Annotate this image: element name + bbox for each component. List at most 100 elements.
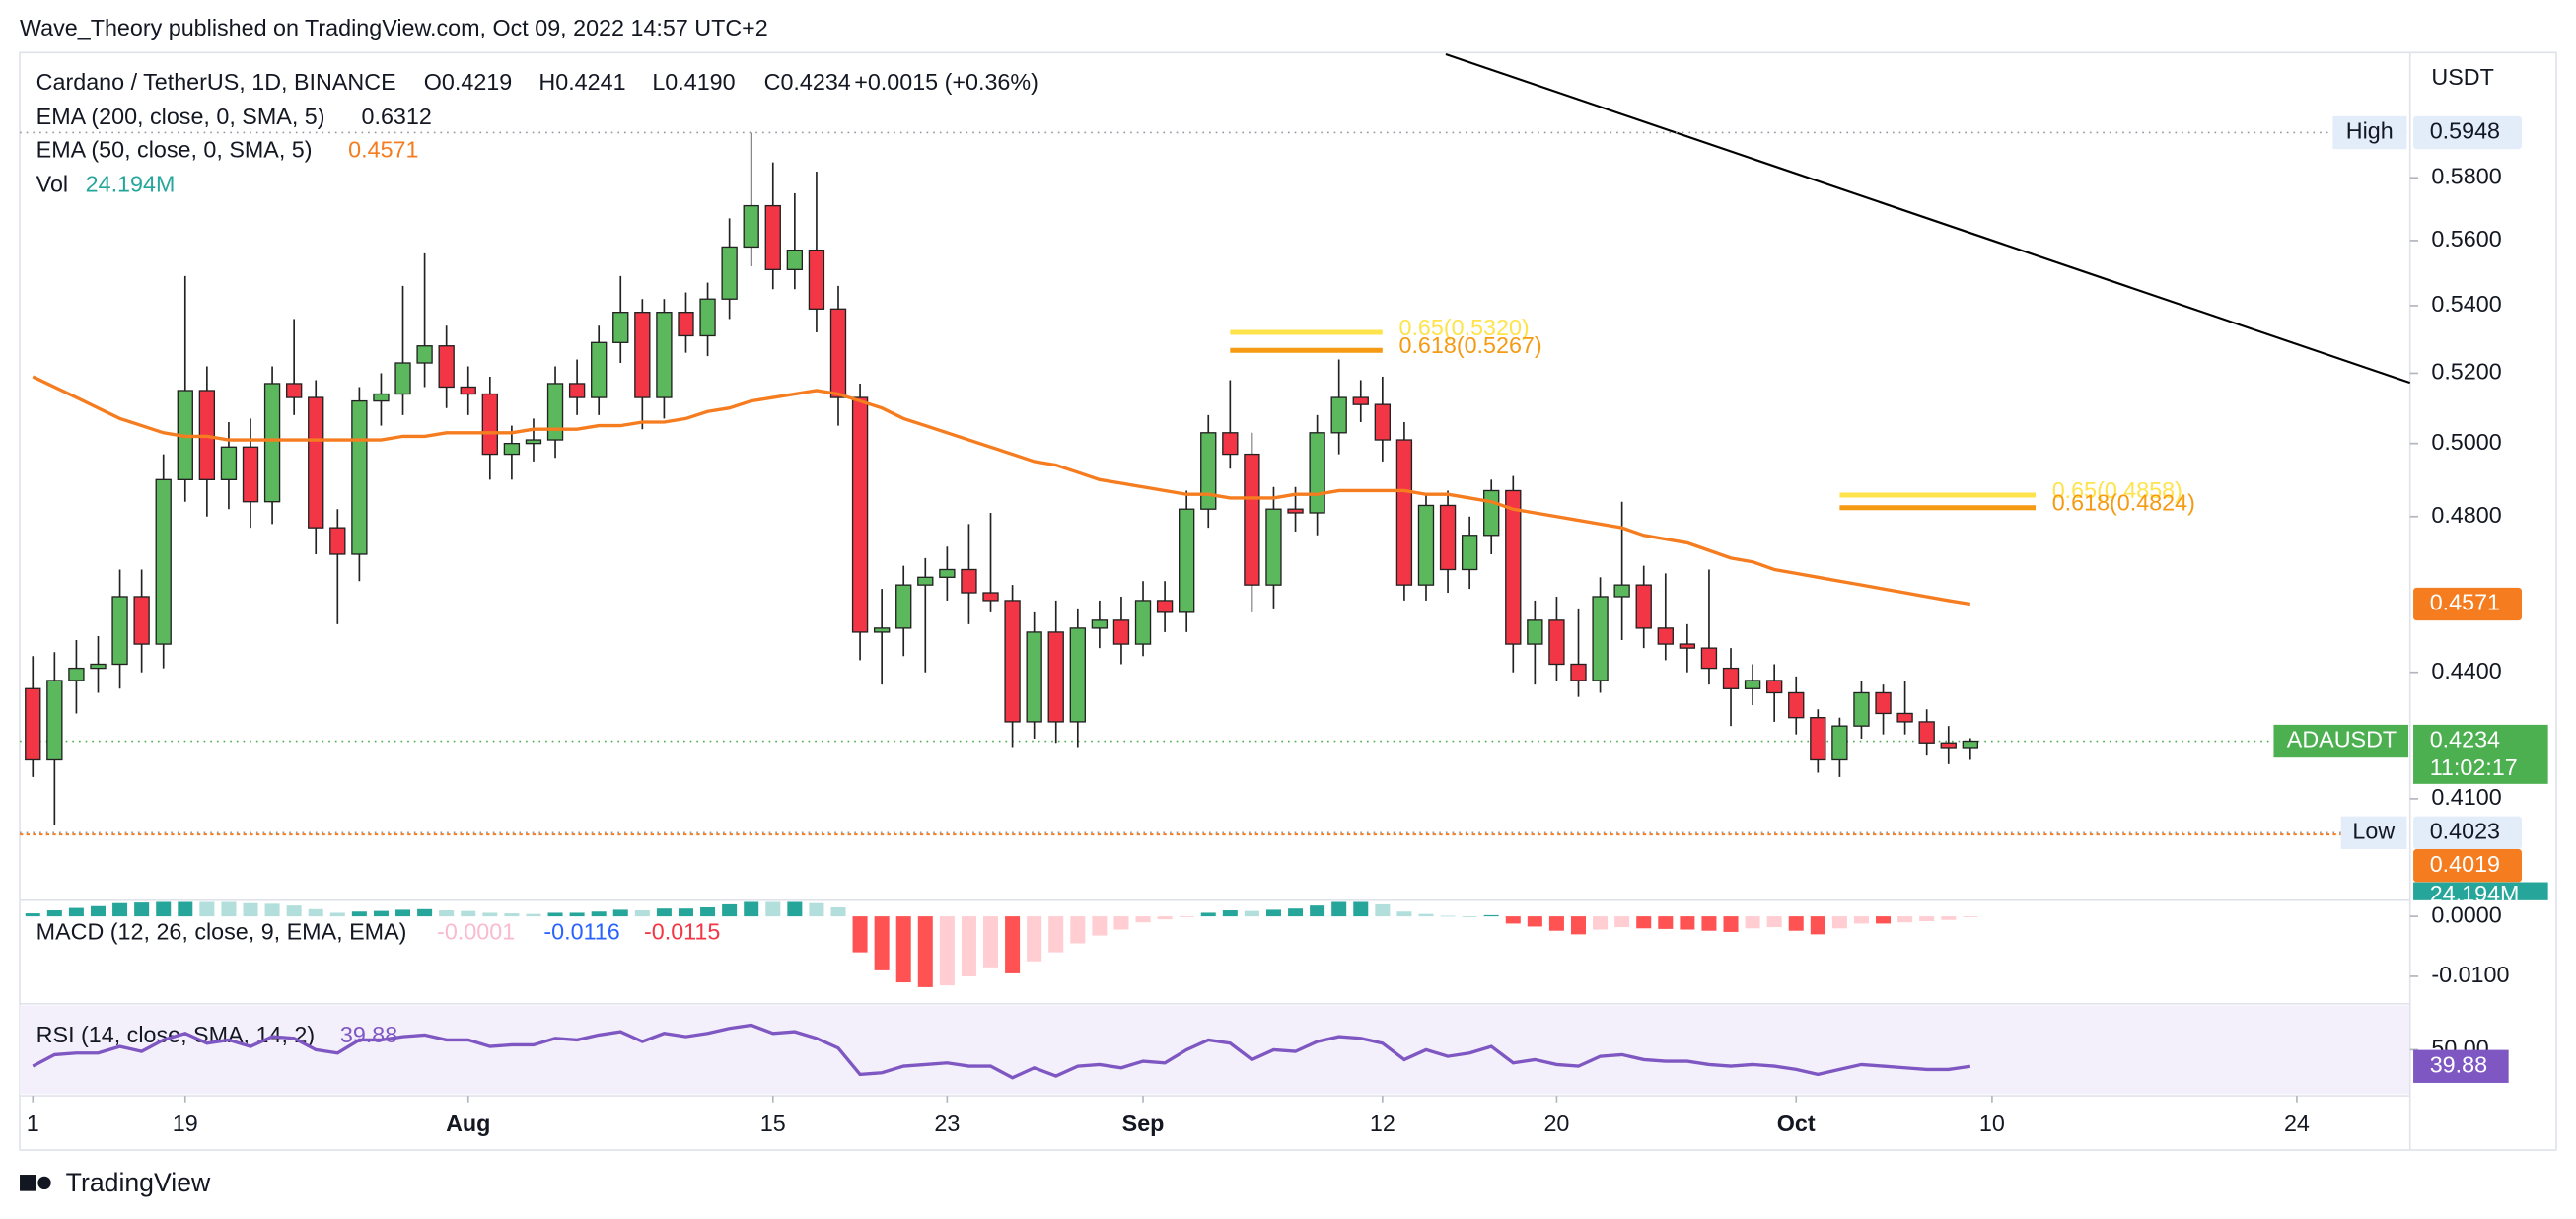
candle-body xyxy=(1091,619,1109,629)
rsi-badge: 39.88 xyxy=(2430,1051,2487,1077)
candle-body xyxy=(1156,600,1174,613)
y-tick-label: 0.5600 xyxy=(2431,226,2501,251)
macd-bar xyxy=(156,901,172,917)
candle-body xyxy=(1765,680,1783,694)
macd-hist-value: -0.0001 xyxy=(437,918,515,944)
candle-body xyxy=(917,576,934,586)
macd-bar xyxy=(678,908,693,917)
macd-bar xyxy=(178,901,193,917)
macd-bar xyxy=(983,916,999,968)
vol-value: 24.194M xyxy=(86,171,176,196)
ema-line xyxy=(32,375,1971,607)
y-tick-label: 0.5800 xyxy=(2431,163,2501,188)
y-tick-label: 0.4100 xyxy=(2431,784,2501,810)
fib-label: 0.618(0.4824) xyxy=(2052,490,2195,516)
macd-bar xyxy=(1614,916,1630,928)
ema200-value: 0.6312 xyxy=(362,104,432,129)
macd-bar xyxy=(1418,913,1434,917)
candle-body xyxy=(1679,643,1696,649)
macd-bar xyxy=(1680,916,1695,930)
macd-bar xyxy=(482,912,498,917)
macd-pane xyxy=(25,901,1978,987)
high-tag: High xyxy=(2346,118,2394,144)
macd-bar xyxy=(373,910,389,917)
macd-bar xyxy=(656,908,672,917)
macd-bar xyxy=(1701,916,1717,931)
candle-body xyxy=(1962,740,1979,749)
rsi-band xyxy=(20,1005,2410,1095)
macd-bar xyxy=(1027,916,1042,962)
last-tag-bg xyxy=(2273,724,2409,758)
candle-body xyxy=(1788,691,1805,719)
support-price-bg xyxy=(2413,848,2522,883)
macd-bar xyxy=(417,908,433,917)
macd-bar xyxy=(1941,916,1957,920)
candle-body xyxy=(764,204,781,271)
candle-body xyxy=(1831,725,1848,761)
ohlc: H0.4241 xyxy=(538,69,625,95)
candle-body xyxy=(525,439,542,445)
macd-bar xyxy=(1636,916,1652,929)
candle-body xyxy=(1352,396,1369,405)
last-price-bg xyxy=(2413,724,2548,784)
last-price: 0.4234 xyxy=(2430,727,2500,753)
candle-body xyxy=(591,341,608,398)
macd-bar xyxy=(1788,916,1804,931)
rsi-value: 39.88 xyxy=(340,1022,397,1047)
candle-body xyxy=(285,383,303,398)
macd-bar xyxy=(1876,916,1892,924)
x-tick-label: 10 xyxy=(1979,1111,2005,1136)
x-tick-label: 23 xyxy=(934,1111,960,1136)
brand: TradingView xyxy=(66,1168,211,1197)
ohlc: O0.4219 xyxy=(424,69,512,95)
candle-body xyxy=(220,446,238,480)
macd-bar xyxy=(1658,916,1674,929)
macd-bar xyxy=(809,902,824,917)
macd-bar xyxy=(25,913,40,917)
macd-bar xyxy=(1375,903,1391,917)
candle-body xyxy=(90,663,107,670)
candle-body xyxy=(656,312,673,398)
candle-body xyxy=(1439,504,1457,571)
vol-price: 24.194M xyxy=(2430,881,2520,906)
candle-body xyxy=(351,399,368,555)
candle-body xyxy=(481,393,498,456)
candle-body xyxy=(1722,667,1740,689)
macd-bar xyxy=(1810,916,1825,935)
candle-body xyxy=(68,667,85,681)
macd-bar xyxy=(221,901,237,917)
candle-body xyxy=(982,592,999,602)
price-pane: 0.65(0.5320)0.618(0.5267) 0.65(0.4858)0.6… xyxy=(20,131,2410,836)
macd-bar xyxy=(895,916,911,983)
candle-body xyxy=(1700,647,1718,670)
macd-bar xyxy=(787,901,803,917)
macd-bar xyxy=(852,916,868,953)
macd-bar xyxy=(1157,916,1173,920)
x-tick-label: 20 xyxy=(1543,1111,1569,1136)
x-tick-label: 1 xyxy=(27,1111,39,1136)
candle-body xyxy=(1134,600,1152,645)
macd-bar xyxy=(1244,910,1259,917)
candle-body xyxy=(1026,631,1042,723)
candle-body xyxy=(1592,596,1609,681)
candle-body xyxy=(1548,619,1565,666)
high-price: 0.5948 xyxy=(2430,118,2500,144)
macd-bar xyxy=(700,906,716,917)
macd-bar xyxy=(1505,916,1521,924)
macd-bar xyxy=(1200,912,1216,917)
macd-bar xyxy=(1570,916,1587,935)
macd-bar xyxy=(1113,916,1129,930)
macd-bar xyxy=(1396,911,1412,917)
candle-body xyxy=(329,527,346,555)
macd-bar xyxy=(1310,905,1325,917)
candle-body xyxy=(111,596,128,666)
macd-bar xyxy=(1092,916,1108,936)
low-price-bg xyxy=(2413,816,2522,849)
low-tag-bg xyxy=(2340,816,2407,849)
macd-bar xyxy=(1331,901,1347,917)
candle-body xyxy=(1374,403,1392,441)
macd-bar xyxy=(1766,916,1782,928)
y-tick-label: 0.4400 xyxy=(2431,658,2501,683)
ema200-name: EMA (200, close, 0, SMA, 5) xyxy=(36,104,325,129)
